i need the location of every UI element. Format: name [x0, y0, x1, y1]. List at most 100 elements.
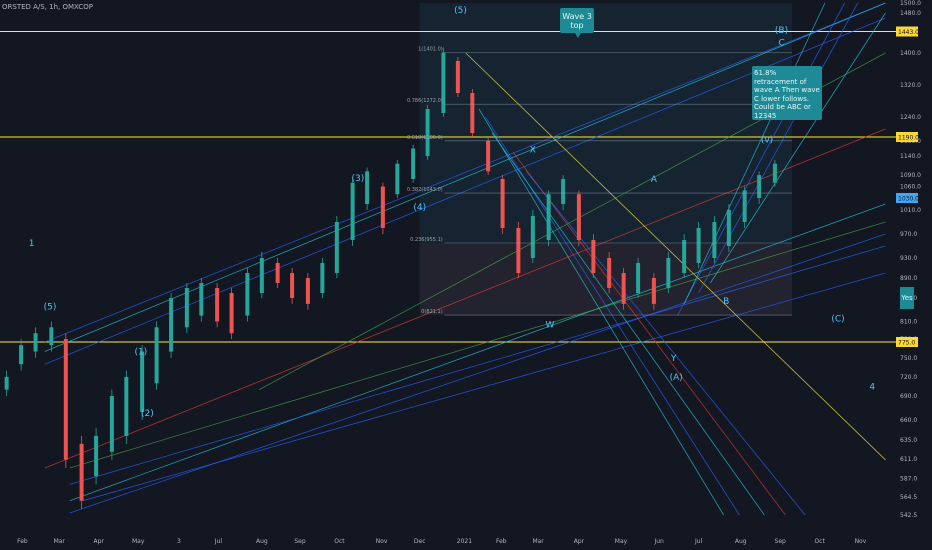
- fib-level-label: 1(1401.0): [418, 47, 443, 53]
- yes-badge[interactable]: Yes: [900, 287, 914, 309]
- candle-body: [441, 52, 446, 113]
- candle-body: [757, 175, 762, 198]
- candle-body: [334, 222, 339, 273]
- x-tick-label: Mar: [54, 538, 66, 545]
- candle-body: [305, 278, 310, 304]
- candle-body: [199, 283, 204, 316]
- candle-body: [124, 376, 129, 436]
- candle-body: [140, 351, 145, 412]
- wave-label: (3): [352, 174, 365, 184]
- candle-body: [742, 190, 747, 222]
- x-tick-label: Oct: [334, 538, 345, 545]
- candle-body: [530, 216, 535, 258]
- candle-body: [4, 376, 9, 390]
- x-tick-label: Jul: [214, 538, 223, 545]
- fib-level-label: 0.786(1272.0): [407, 98, 443, 104]
- candle-body: [259, 258, 264, 293]
- candle-body: [350, 182, 355, 240]
- y-tick-label: 1140.0: [900, 153, 921, 160]
- x-tick-label: May: [615, 538, 628, 545]
- candle-body: [245, 273, 250, 316]
- fib-level-label: 0(821.1): [421, 309, 442, 315]
- y-tick-label: 564.5: [900, 494, 917, 501]
- candle-body: [215, 288, 220, 322]
- wave-label: B: [723, 297, 729, 307]
- candle-body: [726, 210, 731, 246]
- trend-line: [465, 52, 886, 461]
- y-tick-label: 720.0: [900, 374, 917, 381]
- chart-title: ORSTED A/S, 1h, OMXCOP: [2, 3, 93, 11]
- candle-body: [290, 273, 295, 298]
- y-axis-panel: [896, 0, 932, 550]
- y-tick-label: 750.0: [900, 355, 917, 362]
- y-tick-label: 690.0: [900, 393, 917, 400]
- price-tag: [896, 132, 918, 142]
- x-axis-panel: [0, 532, 896, 550]
- candle-body: [63, 339, 68, 460]
- wave-label: (2): [141, 409, 154, 419]
- trend-line: [44, 2, 886, 343]
- candle-body: [712, 222, 717, 258]
- candle-body: [516, 228, 521, 273]
- wave-label: (5): [454, 6, 467, 16]
- price-tag: [896, 193, 918, 203]
- y-tick-label: 1010.0: [900, 207, 921, 214]
- x-tick-label: Jul: [694, 538, 703, 545]
- x-tick-label: Feb: [17, 538, 28, 545]
- price-tag: [896, 337, 918, 347]
- wave-label: 1: [29, 239, 35, 249]
- candle-body: [229, 293, 234, 334]
- trend-line: [478, 108, 724, 516]
- candle-body: [455, 61, 460, 93]
- wave-label: X: [530, 145, 536, 155]
- wave-label: (5): [44, 303, 57, 313]
- trend-line: [683, 2, 826, 305]
- retracement-note-callout[interactable]: 61.8% retracement of wave A Then wave C …: [752, 66, 822, 120]
- y-tick-label: 890.0: [900, 275, 917, 282]
- x-tick-label: Dec: [414, 538, 426, 545]
- candle-body: [636, 263, 641, 293]
- wave-label: (4): [413, 203, 426, 213]
- price-tag-label: 1190.0: [898, 135, 919, 142]
- wave3-top-callout[interactable]: Wave 3 top: [560, 8, 594, 38]
- candle-body: [365, 171, 370, 204]
- x-tick-label: Sep: [775, 538, 787, 545]
- candle-body: [546, 194, 551, 240]
- lower-zone: [419, 243, 793, 316]
- wave-label: (B): [775, 26, 788, 36]
- trend-line: [525, 171, 806, 516]
- x-tick-label: Jun: [653, 538, 664, 545]
- candle-body: [561, 178, 566, 204]
- price-tag-label: 775.0: [898, 340, 915, 347]
- fib-level-label: 0.382(1043.0): [407, 187, 443, 193]
- x-tick-label: Apr: [574, 538, 585, 545]
- wave-label: A: [651, 175, 658, 185]
- candle-body: [607, 258, 612, 288]
- candle-body: [275, 263, 280, 283]
- trend-line: [69, 233, 886, 514]
- candle-body: [500, 178, 505, 228]
- y-tick-label: 1060.0: [900, 184, 921, 191]
- wave-label: (A): [670, 373, 683, 383]
- candle-body: [154, 327, 159, 384]
- x-tick-label: 2021: [457, 538, 472, 545]
- candle-body: [486, 140, 491, 172]
- price-tag-label: 1030.0: [898, 196, 919, 203]
- highlight-zone: [419, 3, 793, 316]
- wave-label: (1): [134, 348, 147, 358]
- trend-line: [491, 132, 765, 516]
- x-tick-label: Apr: [94, 538, 105, 545]
- trend-line: [82, 272, 886, 502]
- x-tick-label: Mar: [532, 538, 544, 545]
- y-tick-label: 1500.0: [900, 0, 921, 7]
- fib-level-label: 0.236(955.1): [410, 237, 443, 243]
- x-tick-label: May: [132, 538, 145, 545]
- candle-body: [651, 278, 656, 304]
- candle-body: [19, 345, 24, 365]
- trend-line: [44, 128, 886, 469]
- fib-level-label: 0.618(1180.0): [407, 135, 443, 141]
- wave-label: (C): [831, 314, 844, 324]
- candle-body: [621, 273, 626, 304]
- candle-body: [320, 263, 325, 293]
